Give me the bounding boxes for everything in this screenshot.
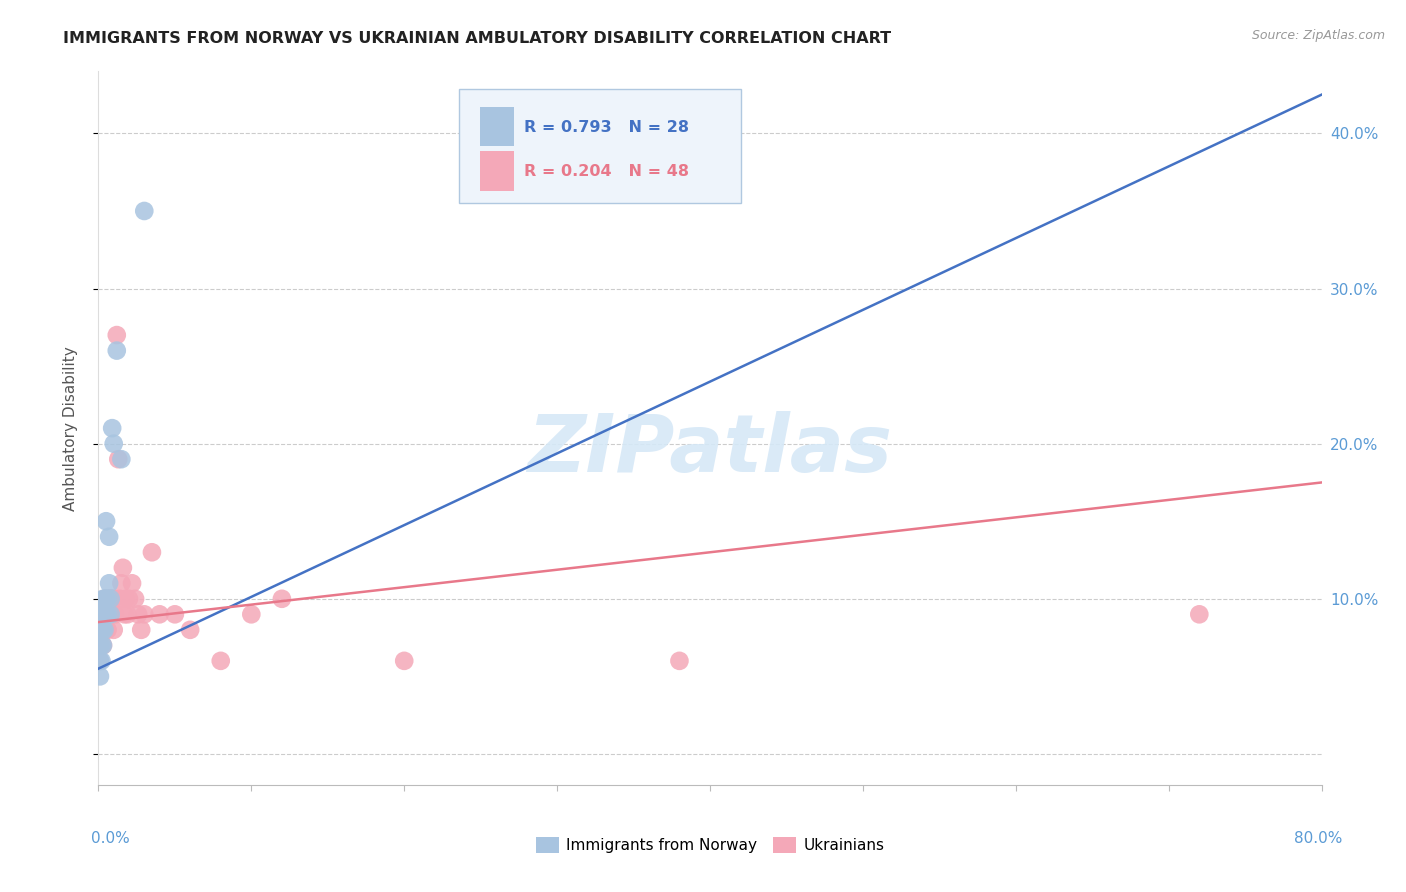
Point: [115, 591, 138, 606]
Point: [105, 343, 128, 358]
Y-axis label: Ambulatory Disability: Ambulatory Disability: [63, 346, 77, 510]
Point: [89, 669, 111, 683]
Point: [91, 607, 114, 622]
Point: [98, 591, 121, 606]
Point: [179, 623, 201, 637]
Point: [94, 607, 117, 622]
Point: [110, 452, 132, 467]
Point: [89, 638, 111, 652]
Text: ZIPatlas: ZIPatlas: [527, 410, 893, 489]
Point: [93, 623, 115, 637]
Point: [163, 607, 186, 622]
Point: [93, 591, 115, 606]
Point: [107, 452, 129, 467]
Point: [209, 654, 232, 668]
Point: [93, 591, 115, 606]
Point: [93, 607, 115, 622]
Text: 80.0%: 80.0%: [1295, 831, 1343, 846]
Point: [240, 607, 263, 622]
Point: [103, 591, 125, 606]
Point: [91, 623, 114, 637]
Point: [124, 591, 146, 606]
Text: Source: ZipAtlas.com: Source: ZipAtlas.com: [1251, 29, 1385, 42]
Point: [90, 638, 112, 652]
Point: [117, 607, 139, 622]
Point: [129, 623, 152, 637]
Point: [100, 591, 122, 606]
Point: [89, 623, 111, 637]
Point: [94, 514, 117, 528]
Point: [98, 607, 121, 622]
Point: [89, 654, 111, 668]
Point: [134, 607, 156, 622]
Point: [93, 623, 115, 637]
Text: 0.0%: 0.0%: [91, 831, 131, 846]
Point: [94, 623, 117, 637]
Point: [100, 607, 122, 622]
Point: [94, 591, 117, 606]
Point: [91, 638, 114, 652]
FancyBboxPatch shape: [460, 89, 741, 203]
Point: [91, 591, 114, 606]
Point: [100, 607, 122, 622]
Point: [101, 591, 124, 606]
Point: [112, 607, 135, 622]
Point: [90, 638, 112, 652]
Point: [90, 607, 112, 622]
Point: [149, 607, 172, 622]
Point: [98, 576, 121, 591]
Point: [105, 328, 128, 343]
Point: [89, 654, 111, 668]
Point: [110, 576, 132, 591]
Point: [111, 561, 134, 575]
Point: [98, 530, 121, 544]
Point: [94, 607, 117, 622]
Point: [101, 421, 124, 435]
Point: [101, 607, 124, 622]
Point: [118, 591, 141, 606]
Point: [141, 545, 163, 559]
Text: R = 0.793   N = 28: R = 0.793 N = 28: [524, 120, 689, 135]
Point: [97, 623, 120, 637]
Point: [90, 607, 112, 622]
FancyBboxPatch shape: [479, 152, 515, 191]
Text: IMMIGRANTS FROM NORWAY VS UKRAINIAN AMBULATORY DISABILITY CORRELATION CHART: IMMIGRANTS FROM NORWAY VS UKRAINIAN AMBU…: [63, 31, 891, 46]
Point: [668, 654, 690, 668]
Point: [134, 204, 156, 219]
Point: [97, 591, 120, 606]
Point: [270, 591, 292, 606]
Point: [127, 607, 149, 622]
Point: [97, 607, 120, 622]
Point: [103, 623, 125, 637]
Point: [91, 623, 114, 637]
FancyBboxPatch shape: [479, 107, 515, 146]
Point: [392, 654, 416, 668]
Text: R = 0.204   N = 48: R = 0.204 N = 48: [524, 164, 689, 178]
Point: [93, 607, 115, 622]
Point: [97, 591, 120, 606]
Legend: Immigrants from Norway, Ukrainians: Immigrants from Norway, Ukrainians: [530, 831, 890, 859]
Point: [90, 623, 112, 637]
Point: [90, 654, 112, 668]
Point: [100, 591, 122, 606]
Point: [91, 638, 114, 652]
Point: [108, 591, 131, 606]
Point: [91, 607, 114, 622]
Point: [103, 436, 125, 450]
Point: [90, 623, 112, 637]
Point: [104, 607, 127, 622]
Point: [121, 576, 143, 591]
Point: [1188, 607, 1211, 622]
